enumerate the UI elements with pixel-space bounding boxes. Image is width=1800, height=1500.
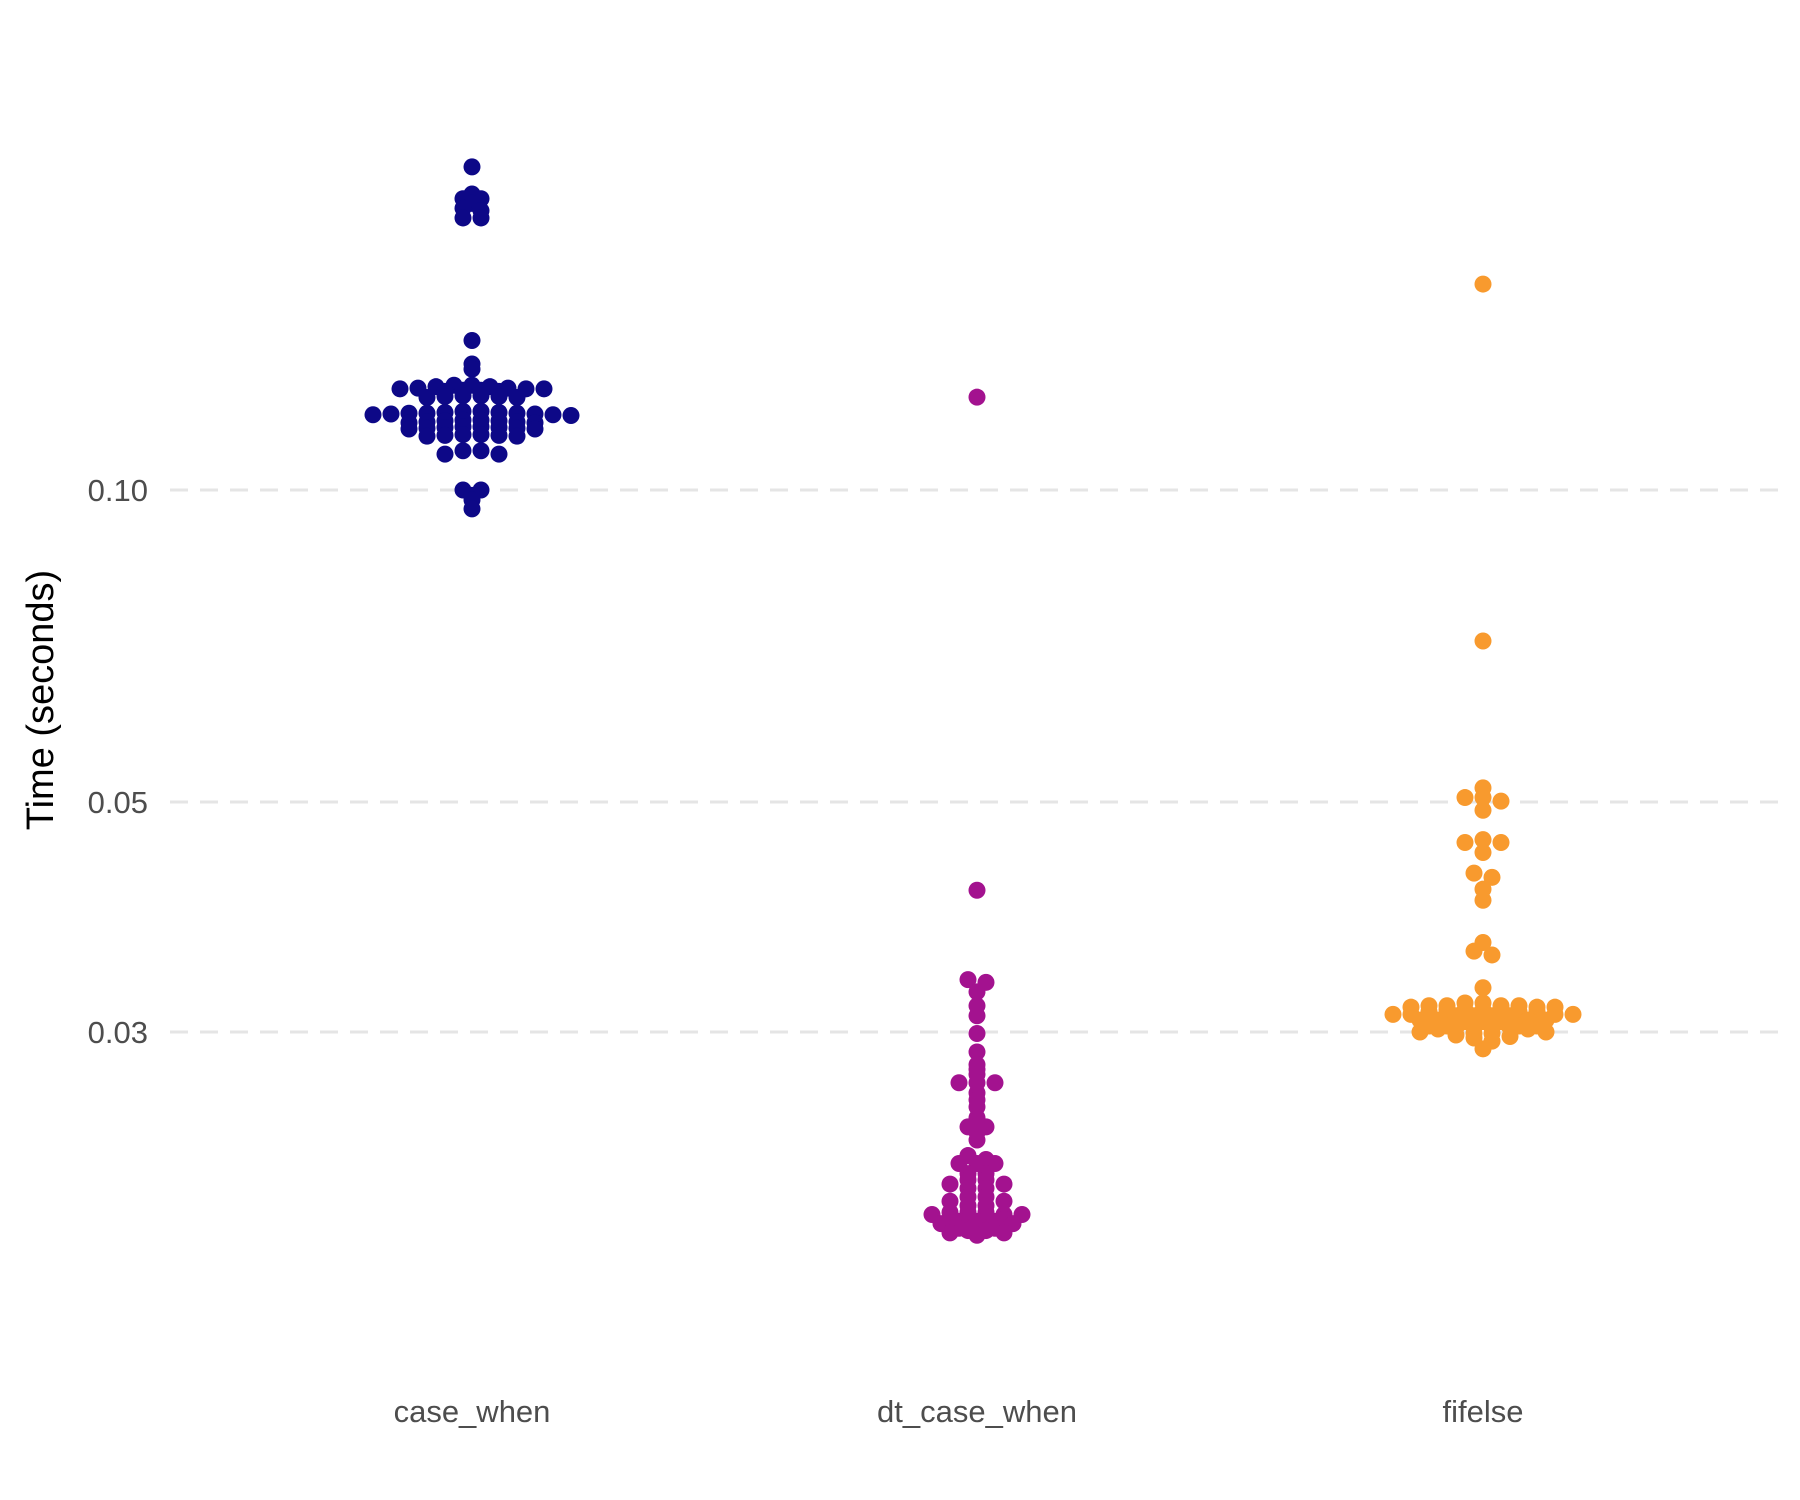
data-point-fifelse	[1492, 792, 1510, 810]
data-point-case_when	[490, 426, 508, 444]
data-point-fifelse	[1474, 843, 1492, 861]
data-point-fifelse	[1474, 979, 1492, 997]
data-points	[364, 158, 1582, 1244]
data-point-dt_case_when	[968, 1025, 986, 1043]
y-tick-label: 0.05	[88, 785, 148, 820]
data-point-case_when	[508, 389, 526, 407]
data-point-case_when	[463, 500, 481, 518]
data-point-fifelse	[1384, 1005, 1402, 1023]
x-tick-label-fifelse: fifelse	[1443, 1394, 1524, 1429]
data-point-dt_case_when	[995, 1175, 1013, 1193]
data-point-case_when	[508, 427, 526, 445]
data-point-dt_case_when	[968, 1226, 986, 1244]
data-point-dt_case_when	[968, 1007, 986, 1025]
data-point-fifelse	[1474, 891, 1492, 909]
x-tick-label-dt_case_when: dt_case_when	[877, 1394, 1077, 1429]
data-point-case_when	[535, 380, 553, 398]
data-point-fifelse	[1474, 789, 1492, 807]
data-point-case_when	[490, 387, 508, 405]
data-point-fifelse	[1465, 864, 1483, 882]
data-point-fifelse	[1564, 1005, 1582, 1023]
data-point-case_when	[490, 445, 508, 463]
data-point-dt_case_when	[941, 1175, 959, 1193]
data-point-case_when	[472, 442, 490, 460]
y-tick-label: 0.10	[88, 473, 148, 508]
data-point-dt_case_when	[959, 971, 977, 989]
data-point-case_when	[436, 387, 454, 405]
data-point-fifelse	[1483, 946, 1501, 964]
data-point-fifelse	[1501, 1028, 1519, 1046]
data-point-dt_case_when	[941, 1224, 959, 1242]
data-point-fifelse	[1519, 1020, 1537, 1038]
y-axis-tick-labels: 0.03 0.05 0.10	[88, 473, 148, 1050]
data-point-dt_case_when	[968, 1043, 986, 1061]
data-point-fifelse	[1411, 1023, 1429, 1041]
data-point-fifelse	[1474, 801, 1492, 819]
data-point-case_when	[463, 331, 481, 349]
data-point-case_when	[454, 442, 472, 460]
data-point-fifelse	[1456, 789, 1474, 807]
x-tick-label-case_when: case_when	[394, 1394, 551, 1429]
data-point-fifelse	[1465, 942, 1483, 960]
data-point-dt_case_when	[995, 1224, 1013, 1242]
data-point-case_when	[364, 406, 382, 424]
data-point-case_when	[418, 427, 436, 445]
data-point-case_when	[472, 426, 490, 444]
data-point-case_when	[463, 360, 481, 378]
data-point-case_when	[562, 406, 580, 424]
data-point-case_when	[454, 426, 472, 444]
data-point-case_when	[544, 406, 562, 424]
y-tick-label: 0.03	[88, 1015, 148, 1050]
x-axis-category-labels: case_when dt_case_when fifelse	[394, 1394, 1524, 1429]
data-point-case_when	[382, 405, 400, 423]
data-point-fifelse	[1474, 632, 1492, 650]
data-point-dt_case_when	[968, 983, 986, 1001]
data-point-case_when	[391, 380, 409, 398]
data-point-dt_case_when	[950, 1074, 968, 1092]
data-point-fifelse	[1483, 868, 1501, 886]
data-point-dt_case_when	[986, 1074, 1004, 1092]
data-point-dt_case_when	[968, 388, 986, 406]
data-point-case_when	[436, 426, 454, 444]
data-point-fifelse	[1429, 1020, 1447, 1038]
data-point-case_when	[418, 389, 436, 407]
data-point-fifelse	[1474, 831, 1492, 849]
data-point-case_when	[454, 387, 472, 405]
data-point-fifelse	[1456, 834, 1474, 852]
data-point-case_when	[472, 387, 490, 405]
data-point-fifelse	[1492, 834, 1510, 852]
data-point-case_when	[454, 209, 472, 227]
data-point-dt_case_when	[995, 1192, 1013, 1210]
data-point-case_when	[526, 420, 544, 438]
data-point-fifelse	[1447, 1026, 1465, 1044]
data-point-case_when	[400, 420, 418, 438]
y-axis-title: Time (seconds)	[20, 570, 62, 830]
data-point-fifelse	[1474, 1040, 1492, 1058]
data-point-dt_case_when	[968, 881, 986, 899]
data-point-fifelse	[1474, 275, 1492, 293]
data-point-case_when	[463, 158, 481, 176]
data-point-case_when	[472, 209, 490, 227]
data-point-dt_case_when	[968, 1131, 986, 1149]
data-point-fifelse	[1537, 1023, 1555, 1041]
data-point-case_when	[436, 445, 454, 463]
